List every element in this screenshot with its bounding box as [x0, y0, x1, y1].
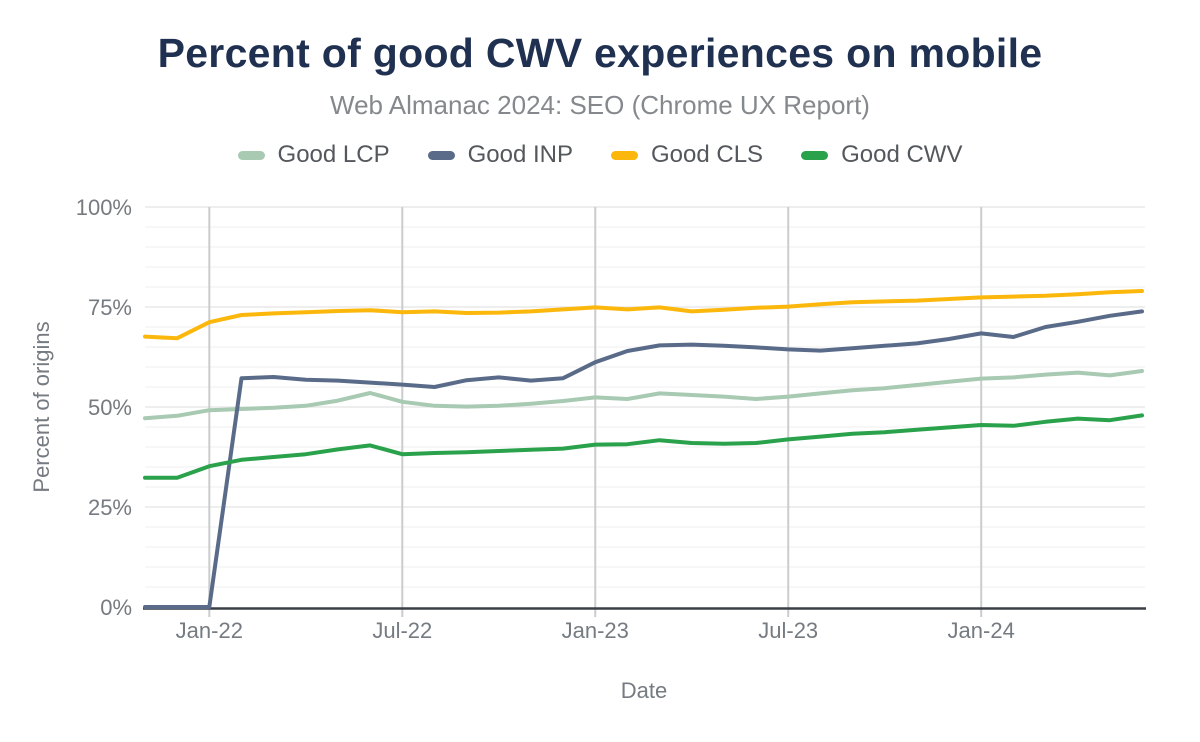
legend-label: Good LCP	[277, 141, 390, 168]
legend-label: Good CWV	[841, 141, 963, 168]
y-tick-label: 0%	[100, 595, 132, 620]
series-line-good-cls	[143, 289, 1144, 341]
y-tick-label: 100%	[76, 195, 132, 220]
x-tick-label: Jan-24	[948, 618, 1015, 643]
legend-swatch-good-inp	[427, 150, 455, 160]
legend-swatch-good-cls	[611, 150, 638, 160]
legend-swatch-good-cwv	[801, 150, 829, 160]
x-tick-label: Jan-23	[562, 618, 629, 643]
x-tick-label: Jan-22	[176, 618, 243, 643]
x-tick-label: Jul-22	[372, 618, 432, 643]
y-axis-title: Percent of origins	[29, 321, 54, 493]
legend-label: Good INP	[467, 141, 573, 168]
series-line-good-cwv	[143, 413, 1144, 480]
x-tick-label: Jul-23	[758, 618, 818, 643]
legend-swatch-good-lcp	[237, 150, 265, 160]
legend-item-good-lcp: Good LCP	[237, 141, 390, 169]
series-line-good-lcp	[143, 369, 1144, 421]
legend-item-good-cwv: Good CWV	[801, 141, 962, 169]
legend-item-good-cls: Good CLS	[611, 141, 763, 169]
legend-item-good-inp: Good INP	[427, 141, 573, 169]
legend-label: Good CLS	[651, 141, 764, 168]
legend: Good LCP Good INP Good CLS Good CWV	[0, 141, 1200, 169]
chart-subtitle: Web Almanac 2024: SEO (Chrome UX Report)	[330, 90, 870, 120]
series-line-good-inp	[143, 309, 1144, 609]
y-tick-label: 25%	[88, 495, 132, 520]
chart-title: Percent of good CWV experiences on mobil…	[157, 30, 1043, 76]
y-tick-label: 75%	[88, 295, 132, 320]
x-axis-title: Date	[620, 678, 668, 703]
y-tick-label: 50%	[88, 395, 132, 420]
